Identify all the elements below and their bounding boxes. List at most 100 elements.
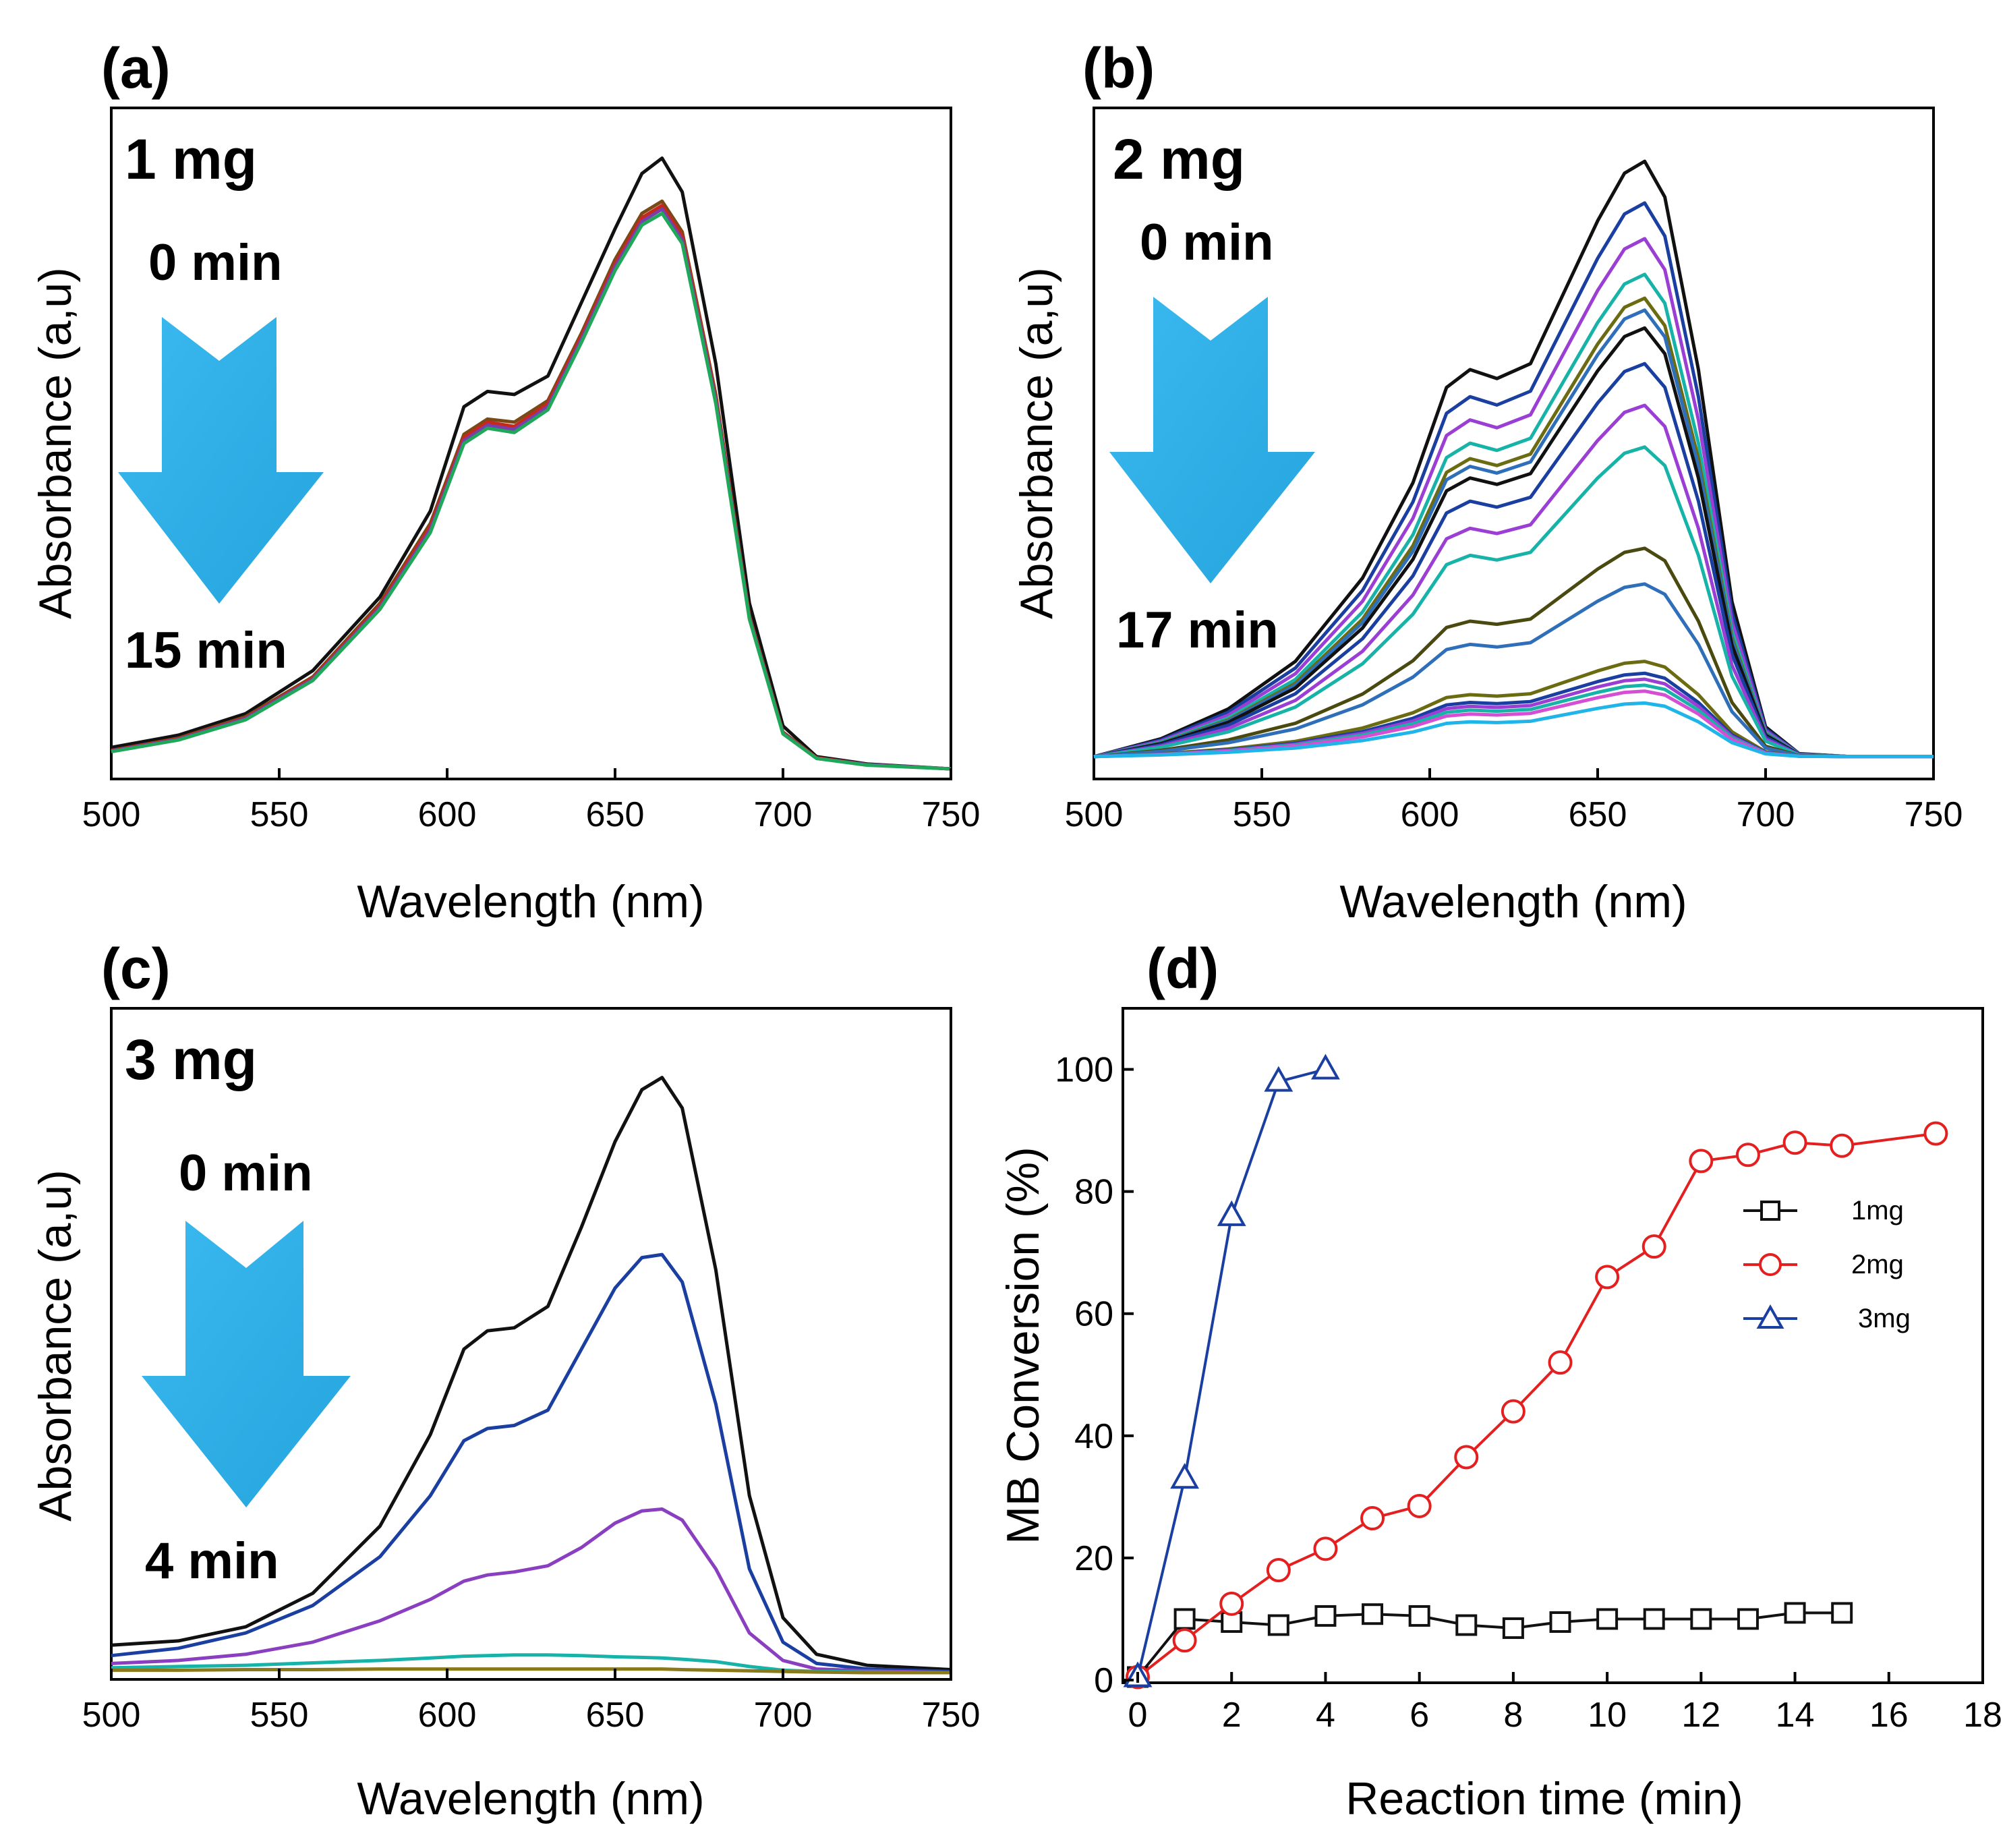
data-point-2mg-16 xyxy=(1923,1121,1948,1146)
plot-frame-c xyxy=(110,1007,952,1681)
x-ticks-b: 500 550 600 650 700 750 xyxy=(1065,768,1963,834)
x-tick-label-b-2: 600 xyxy=(1401,795,1459,834)
time-start-label-c: 0 min xyxy=(179,1145,313,1202)
legend-marker-2mg xyxy=(1759,1253,1782,1276)
x-tick-label-d-8: 16 xyxy=(1869,1696,1909,1735)
data-point-1mg-12 xyxy=(1690,1608,1712,1630)
panel-label-a: (a) xyxy=(101,36,171,100)
x-tick-label-a-2: 600 xyxy=(418,795,477,834)
x-tick-label-a-1: 550 xyxy=(250,795,309,834)
ticks-d: 0 2 4 6 8 10 12 14 16 18 0 20 40 60 80 100 xyxy=(1055,1051,2002,1735)
spectrum-line-c-2 xyxy=(111,1507,952,1675)
legend-label-1mg: 1mg xyxy=(1851,1196,1904,1225)
data-point-2mg-5 xyxy=(1360,1506,1385,1531)
panel-label-b: (b) xyxy=(1082,36,1155,100)
x-ticks-a: 500 550 600 650 700 750 xyxy=(82,768,981,834)
data-point-2mg-8 xyxy=(1501,1399,1525,1424)
x-axis-label-c: Wavelength (nm) xyxy=(357,1773,704,1824)
panel-d: (d) 0 2 4 6 8 10 12 14 16 18 0 20 40 60 80 100 1mg 2mg … xyxy=(997,937,2002,1824)
down-arrow-icon-a xyxy=(118,317,324,604)
data-point-1mg-6 xyxy=(1408,1605,1430,1627)
x-axis-label-b: Wavelength (nm) xyxy=(1339,876,1687,927)
time-end-label-c: 4 min xyxy=(145,1532,279,1590)
spectrum-line-c-4 xyxy=(111,1667,951,1675)
panel-b: (b) 2 mg 0 min 17 min 500 550 600 650 700 750… xyxy=(1011,36,1963,927)
spectrum-line-c-1 xyxy=(111,1252,952,1673)
data-point-2mg-3 xyxy=(1266,1558,1291,1583)
time-end-label-a: 15 min xyxy=(125,622,287,679)
x-tick-label-d-5: 10 xyxy=(1588,1696,1627,1735)
x-tick-label-c-1: 550 xyxy=(250,1696,309,1735)
data-point-1mg-1 xyxy=(1173,1608,1196,1630)
x-tick-label-d-6: 12 xyxy=(1681,1696,1720,1735)
data-point-1mg-13 xyxy=(1737,1608,1759,1630)
spectrum-line-b-17 xyxy=(1093,701,1934,759)
x-tick-label-d-7: 14 xyxy=(1776,1696,1815,1735)
data-point-2mg-2 xyxy=(1219,1591,1244,1616)
x-axis-label-d: Reaction time (min) xyxy=(1345,1773,1743,1824)
spectrum-line-b-7 xyxy=(1093,362,1934,759)
spectrum-line-a-4 xyxy=(111,211,952,771)
mass-label-a: 1 mg xyxy=(125,127,257,191)
spectrum-line-a-0 xyxy=(111,156,952,771)
data-point-2mg-4 xyxy=(1313,1536,1338,1561)
y-axis-label-d: MB Conversion (%) xyxy=(997,1147,1049,1544)
y-axis-label-c: Absorbance (a,u) xyxy=(30,1170,81,1522)
y-tick-label-d-4: 80 xyxy=(1074,1173,1113,1212)
mass-label-c: 3 mg xyxy=(125,1028,257,1091)
data-point-3mg-3 xyxy=(1264,1066,1294,1092)
x-tick-label-c-5: 750 xyxy=(922,1696,981,1735)
data-point-1mg-7 xyxy=(1455,1614,1478,1636)
data-point-1mg-15 xyxy=(1831,1602,1853,1624)
panel-a: (a) 1 mg 0 min 15 min 500 550 600 650 700 750… xyxy=(30,36,980,927)
data-point-2mg-14 xyxy=(1782,1130,1807,1155)
time-start-label-b: 0 min xyxy=(1140,214,1274,271)
data-point-2mg-11 xyxy=(1641,1234,1666,1259)
y-tick-label-d-0: 0 xyxy=(1094,1661,1113,1700)
data-point-2mg-9 xyxy=(1548,1350,1573,1375)
series-line-2mg xyxy=(1136,1132,1936,1679)
plot-area-d xyxy=(1123,1053,1948,1690)
x-tick-label-c-0: 500 xyxy=(82,1696,141,1735)
x-tick-label-d-2: 4 xyxy=(1316,1696,1335,1735)
legend-label-2mg: 2mg xyxy=(1851,1250,1904,1279)
data-point-2mg-15 xyxy=(1830,1133,1855,1158)
data-point-2mg-1 xyxy=(1172,1628,1197,1653)
series-line-3mg xyxy=(1136,1068,1326,1677)
plot-frame-b xyxy=(1093,107,1935,780)
x-tick-label-d-9: 18 xyxy=(1963,1696,2002,1735)
x-tick-label-a-5: 750 xyxy=(922,795,981,834)
data-point-2mg-7 xyxy=(1454,1445,1479,1470)
plot-area-a xyxy=(111,156,952,771)
spectrum-line-b-9 xyxy=(1093,445,1934,759)
x-tick-label-a-0: 500 xyxy=(82,795,141,834)
x-tick-label-d-0: 0 xyxy=(1128,1696,1148,1735)
x-tick-label-c-2: 600 xyxy=(418,1696,477,1735)
x-tick-label-a-4: 700 xyxy=(754,795,813,834)
x-tick-label-b-1: 550 xyxy=(1233,795,1291,834)
y-axis-label-a: Absorbance (a,u) xyxy=(30,267,81,619)
legend-label-3mg: 3mg xyxy=(1858,1304,1911,1333)
data-point-3mg-4 xyxy=(1311,1053,1340,1080)
y-tick-label-d-5: 100 xyxy=(1055,1051,1113,1090)
x-tick-label-d-3: 6 xyxy=(1410,1696,1429,1735)
plot-frame-a xyxy=(110,107,952,780)
data-point-1mg-5 xyxy=(1362,1603,1384,1625)
legend-marker-3mg xyxy=(1756,1304,1784,1329)
spectrum-line-b-11 xyxy=(1093,582,1934,759)
panel-label-c: (c) xyxy=(101,937,171,1000)
mass-label-b: 2 mg xyxy=(1113,127,1245,191)
x-tick-label-b-3: 650 xyxy=(1569,795,1627,834)
spectrum-line-c-3 xyxy=(111,1653,952,1675)
x-tick-label-d-1: 2 xyxy=(1222,1696,1242,1735)
time-start-label-a: 0 min xyxy=(148,234,283,291)
series-line-1mg xyxy=(1136,1611,1842,1678)
x-tick-label-d-4: 8 xyxy=(1503,1696,1523,1735)
data-point-1mg-14 xyxy=(1784,1602,1806,1624)
data-point-2mg-12 xyxy=(1689,1149,1714,1174)
data-point-1mg-8 xyxy=(1502,1617,1524,1640)
down-arrow-icon-c xyxy=(142,1221,351,1507)
y-axis-label-b: Absorbance (a,u) xyxy=(1011,267,1062,619)
x-axis-label-a: Wavelength (nm) xyxy=(357,876,704,927)
